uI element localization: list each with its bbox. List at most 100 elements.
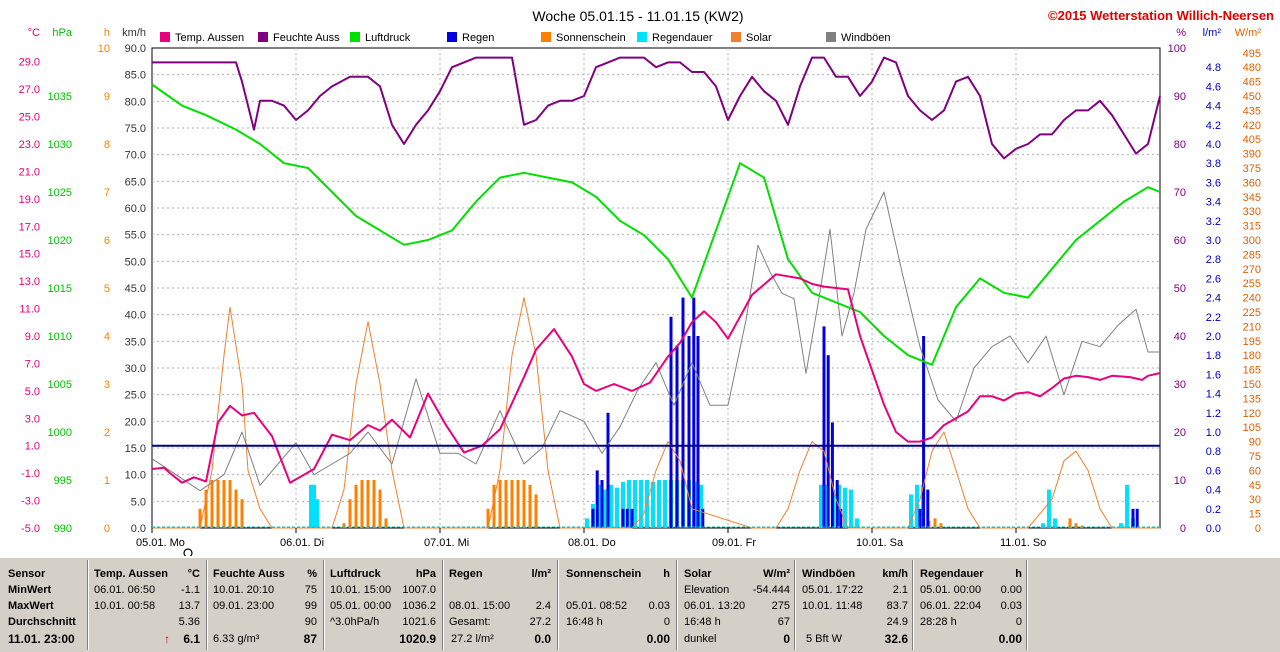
plot-area <box>151 47 1161 529</box>
pressure-tick-label: 1010 <box>48 331 72 343</box>
sun-tick-label: 6 <box>104 235 110 247</box>
sonnenschein-bar <box>1068 518 1072 528</box>
solar-tick-label: 240 <box>1243 293 1261 305</box>
regendauer-bar <box>315 499 319 528</box>
legend-label-sonnenschein: Sonnenschein <box>556 32 626 44</box>
solar-tick-label: 135 <box>1243 393 1261 405</box>
legend-swatch-sonnenschein <box>541 32 551 42</box>
sun-tick-label: 4 <box>104 331 110 343</box>
temp-tick-label: 15.0 <box>19 249 40 261</box>
solar-tick-label: 315 <box>1243 221 1261 233</box>
sonnenschein-bar <box>933 518 937 528</box>
wind-tick-label: 15.0 <box>125 443 146 455</box>
temp-max-time: 10.01. 00:58 <box>94 600 156 612</box>
pressure-min-value: 1007.0 <box>402 584 436 596</box>
solar-tick-label: 390 <box>1243 149 1261 161</box>
humidity-tick-label: 0 <box>1180 523 1186 535</box>
wind-tick-label: 25.0 <box>125 390 146 402</box>
regen-bar <box>835 480 839 528</box>
sun-tick-label: 2 <box>104 427 110 439</box>
wind-tick-label: 75.0 <box>125 123 146 135</box>
sonnenschein-bar <box>498 480 502 528</box>
temp-tick-label: 3.0 <box>25 413 40 425</box>
temp-tick-label: 1.0 <box>25 441 40 453</box>
raindur-min-time: 05.01. 00:00 <box>920 584 982 596</box>
sonnenschein-bar <box>492 484 496 528</box>
legend-swatch-regen <box>447 32 457 42</box>
temp-min-time: 06.01. 06:50 <box>94 584 156 596</box>
pressure-tick-label: 1035 <box>48 91 72 103</box>
solar-tick-label: 405 <box>1243 134 1261 146</box>
regendauer-bar <box>699 484 703 528</box>
sun-tick-label: 3 <box>104 379 110 391</box>
x-tick-label: 06.01. Di <box>280 537 324 549</box>
regen-bar <box>926 489 930 528</box>
humidity-unit-label: % <box>1176 27 1186 39</box>
stats-solar-column: Solar W/m² Elevation -54.444 06.01. 13:20 2… <box>684 562 792 650</box>
humidity-min-time: 10.01. 20:10 <box>213 584 275 596</box>
regen-bar <box>675 345 679 528</box>
legend-swatch-regendauer <box>637 32 647 42</box>
rain-tick-label: 4.4 <box>1206 101 1221 113</box>
regendauer-bar <box>819 484 823 528</box>
wind-min-value: 2.1 <box>892 584 908 596</box>
legend-label-solar: Solar <box>746 32 772 44</box>
humidity-average: 90 <box>304 616 317 628</box>
legend-label-windb-en: Windböen <box>841 32 891 44</box>
regendauer-bar <box>603 489 607 528</box>
raindur-current: 0.00 <box>998 632 1022 646</box>
chart-title: Woche 05.01.15 - 11.01.15 (KW2) <box>532 8 743 24</box>
temp-tick-label: -1.0 <box>21 468 40 480</box>
solar-tick-label: 0 <box>1255 523 1261 535</box>
rain-current: 0.0 <box>534 632 551 646</box>
regendauer-bar <box>639 480 643 528</box>
rain-tick-label: 0.2 <box>1206 504 1221 516</box>
pressure-unit: hPa <box>415 568 436 580</box>
humidity-current: 87 <box>303 632 317 646</box>
min-label: MinWert <box>8 584 52 596</box>
regen-bar <box>606 412 610 528</box>
solar-tick-label: 210 <box>1243 321 1261 333</box>
wind-average: 24.9 <box>886 616 908 628</box>
legend-swatch-solar <box>731 32 741 42</box>
sonnenschein-bar <box>486 508 490 528</box>
regendauer-bar <box>849 489 853 528</box>
x-tick-label: 10.01. Sa <box>856 537 904 549</box>
rain-tick-label: 3.2 <box>1206 216 1221 228</box>
solar-tick-label: 345 <box>1243 192 1261 204</box>
rain-tick-label: 2.0 <box>1206 331 1221 343</box>
x-tick-label: 08.01. Do <box>568 537 616 549</box>
regendauer-bar <box>855 518 859 528</box>
wind-tick-label: 60.0 <box>125 203 146 215</box>
regen-bar <box>839 508 843 528</box>
humidity-max-time: 09.01. 23:00 <box>213 600 275 612</box>
regendauer-bar <box>621 481 625 528</box>
x-tick-label: 09.01. Fr <box>712 537 756 549</box>
sonnenschein-bar <box>210 480 214 528</box>
sun-header: Sonnenschein <box>566 568 642 580</box>
solar-tick-label: 45 <box>1249 480 1261 492</box>
rain-header: Regen <box>449 568 483 580</box>
sonnenschein-bar <box>342 523 346 528</box>
regendauer-bar <box>1119 523 1123 528</box>
stats-raindur-column: Regendauer h 05.01. 00:00 0.00 06.01. 22:0… <box>920 562 1024 650</box>
solar-tick-label: 495 <box>1243 48 1261 60</box>
legend-swatch-feuchte-auss <box>258 32 268 42</box>
rain-tick-label: 1.0 <box>1206 427 1221 439</box>
pressure-tick-label: 1025 <box>48 187 72 199</box>
solar-tick-label: 105 <box>1243 422 1261 434</box>
pressure-tick-label: 1030 <box>48 139 72 151</box>
temp-tick-label: 17.0 <box>19 221 40 233</box>
temp-unit-label: °C <box>28 27 40 39</box>
sonnenschein-bar <box>1074 523 1078 528</box>
temp-header: Temp. Aussen <box>94 568 168 580</box>
sun-max-value: 0.03 <box>648 600 670 612</box>
humidity-tick-label: 60 <box>1174 235 1186 247</box>
sonnenschein-bar <box>204 489 208 528</box>
stats-wind-column: Windböen km/h 05.01. 17:22 2.1 10.01. 11:4… <box>802 562 910 650</box>
temp-tick-label: -3.0 <box>21 496 40 508</box>
regendauer-bar <box>1125 484 1129 528</box>
sun-tick-label: 9 <box>104 91 110 103</box>
solar-tick-label: 435 <box>1243 105 1261 117</box>
rain-tick-label: 1.8 <box>1206 350 1221 362</box>
